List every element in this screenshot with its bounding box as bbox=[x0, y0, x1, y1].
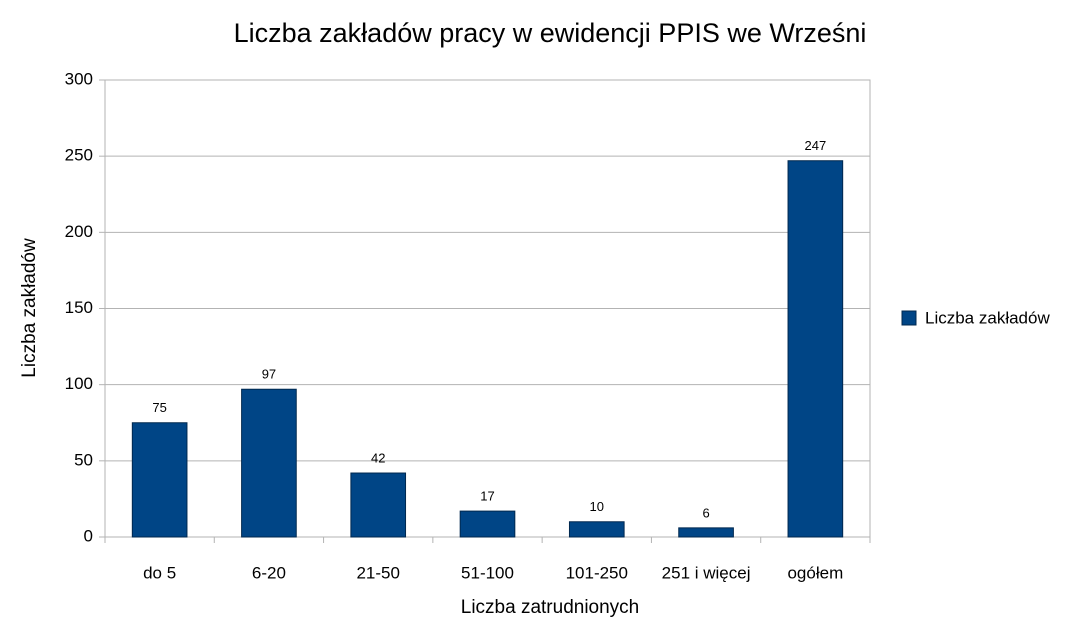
x-axis-label: Liczba zatrudnionych bbox=[461, 597, 640, 618]
y-tick-label: 200 bbox=[65, 222, 93, 241]
x-tick-label: 51-100 bbox=[461, 563, 514, 582]
chart-title: Liczba zakładów pracy w ewidencji PPIS w… bbox=[234, 18, 867, 48]
y-tick-label: 250 bbox=[65, 146, 93, 165]
bar bbox=[350, 472, 407, 538]
data-label: 97 bbox=[262, 367, 276, 382]
y-tick-label: 50 bbox=[74, 450, 93, 469]
x-tick-label: 6-20 bbox=[252, 563, 286, 582]
legend-swatch bbox=[901, 310, 917, 326]
y-tick-label: 0 bbox=[84, 526, 93, 545]
legend-label: Liczba zakładów bbox=[925, 308, 1050, 327]
bar bbox=[678, 527, 734, 538]
x-tick-label: 101-250 bbox=[566, 563, 628, 582]
data-label: 6 bbox=[702, 505, 709, 520]
bar bbox=[131, 422, 188, 538]
bar bbox=[568, 521, 625, 538]
data-label: 247 bbox=[805, 138, 827, 153]
bar bbox=[787, 160, 844, 538]
x-tick-label: 251 i więcej bbox=[662, 563, 751, 582]
y-tick-label: 150 bbox=[65, 298, 93, 317]
x-tick-label: do 5 bbox=[143, 563, 176, 582]
x-tick-label: ogółem bbox=[787, 563, 843, 582]
y-axis-label: Liczba zakładów bbox=[19, 238, 40, 378]
data-label: 10 bbox=[590, 499, 604, 514]
x-tick-label: 21-50 bbox=[356, 563, 399, 582]
data-label: 42 bbox=[371, 450, 385, 465]
data-label: 75 bbox=[152, 400, 166, 415]
y-tick-label: 100 bbox=[65, 374, 93, 393]
bar bbox=[459, 510, 516, 538]
bar bbox=[241, 388, 297, 538]
data-label: 17 bbox=[480, 489, 494, 504]
y-tick-label: 300 bbox=[65, 69, 93, 88]
